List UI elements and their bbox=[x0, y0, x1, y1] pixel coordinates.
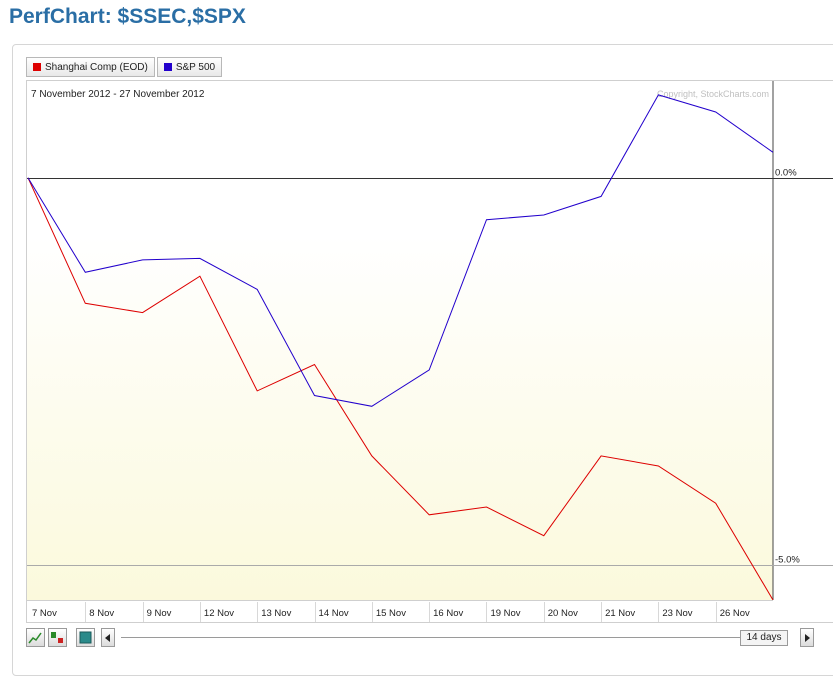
scroll-right-button[interactable] bbox=[800, 628, 814, 647]
x-tick-label: 8 Nov bbox=[89, 608, 114, 619]
arrow-right-icon bbox=[805, 634, 810, 642]
line-chart-icon bbox=[28, 632, 42, 644]
x-tick-label: 14 Nov bbox=[319, 608, 349, 619]
legend-label-spx: S&P 500 bbox=[175, 61, 216, 73]
line-chart-button[interactable] bbox=[26, 628, 45, 647]
y-tick-label: -5.0% bbox=[775, 555, 800, 566]
spx-series-line bbox=[27, 94, 774, 407]
x-tick-label: 21 Nov bbox=[605, 608, 635, 619]
chart-toolbar: 14 days bbox=[26, 628, 816, 650]
x-tick-label: 12 Nov bbox=[204, 608, 234, 619]
histogram-button[interactable] bbox=[48, 628, 67, 647]
x-tick-label: 26 Nov bbox=[720, 608, 750, 619]
panel-icon bbox=[79, 631, 92, 644]
x-tick-label: 9 Nov bbox=[147, 608, 172, 619]
period-handle[interactable]: 14 days bbox=[740, 630, 788, 646]
arrow-left-icon bbox=[105, 634, 110, 642]
scroll-left-button[interactable] bbox=[101, 628, 115, 647]
legend-item-shanghai[interactable]: Shanghai Comp (EOD) bbox=[26, 57, 155, 77]
x-tick-label: 23 Nov bbox=[662, 608, 692, 619]
histogram-icon bbox=[51, 632, 63, 643]
x-tick-label: 19 Nov bbox=[490, 608, 520, 619]
shanghai-series-line bbox=[27, 177, 774, 601]
chart-area: 7 November 2012 - 27 November 2012 Copyr… bbox=[26, 80, 833, 623]
perf-chart: 7 November 2012 - 27 November 2012 Copyr… bbox=[27, 81, 833, 622]
plot-background bbox=[27, 81, 773, 601]
period-scrollbar[interactable] bbox=[121, 637, 766, 638]
legend-label-shanghai: Shanghai Comp (EOD) bbox=[45, 61, 148, 73]
x-tick-label: 16 Nov bbox=[433, 608, 463, 619]
x-tick-label: 13 Nov bbox=[261, 608, 291, 619]
y-tick-label: 0.0% bbox=[775, 168, 797, 179]
shanghai-swatch bbox=[33, 63, 41, 71]
copyright-label: Copyright, StockCharts.com bbox=[657, 89, 769, 99]
legend-item-spx[interactable]: S&P 500 bbox=[156, 57, 223, 77]
spx-swatch bbox=[163, 63, 172, 71]
x-tick-label: 20 Nov bbox=[548, 608, 578, 619]
legend: Shanghai Comp (EOD) S&P 500 bbox=[26, 57, 223, 77]
page-title: PerfChart: $SSEC,$SPX bbox=[9, 5, 246, 28]
x-tick-label: 15 Nov bbox=[376, 608, 406, 619]
panel-toggle-button[interactable] bbox=[76, 628, 95, 647]
date-range-label: 7 November 2012 - 27 November 2012 bbox=[31, 89, 205, 100]
x-tick-label: 7 Nov bbox=[32, 608, 57, 619]
